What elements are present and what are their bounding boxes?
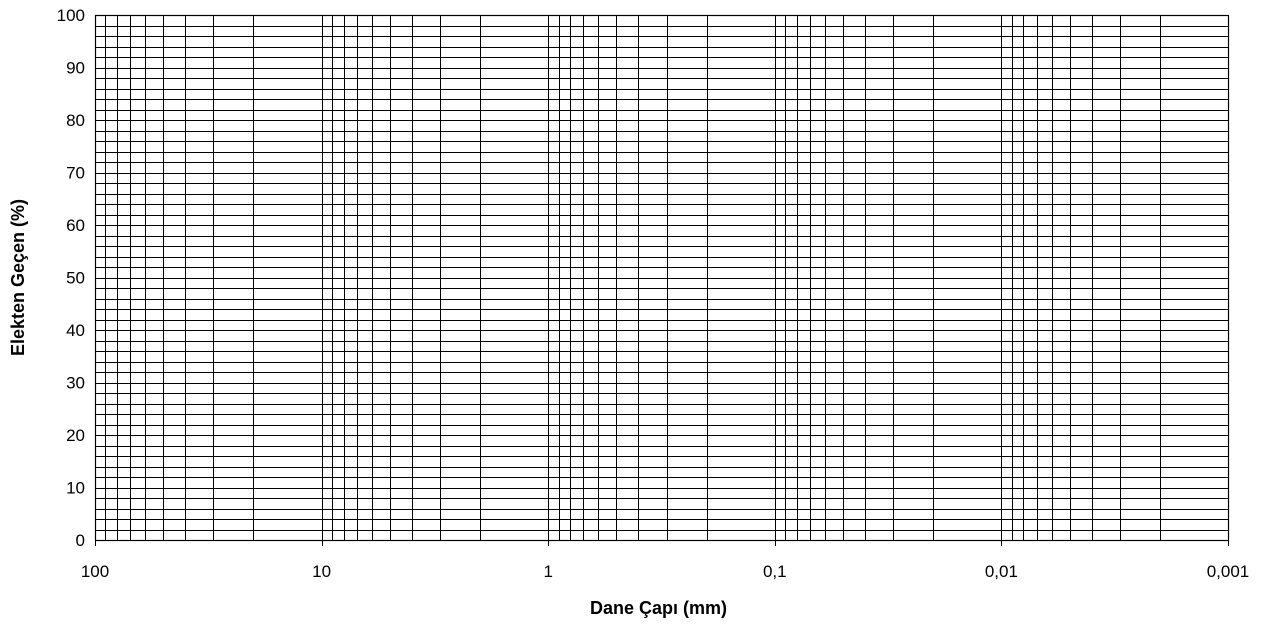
y-tick-label: 10 bbox=[66, 479, 85, 498]
y-tick-label: 90 bbox=[66, 59, 85, 78]
x-tick-label: 1 bbox=[543, 562, 552, 581]
x-axis-title: Dane Çapı (mm) bbox=[590, 598, 727, 618]
y-tick-label: 60 bbox=[66, 216, 85, 235]
y-axis-title: Elekten Geçen (%) bbox=[8, 199, 28, 356]
grid-lines bbox=[95, 15, 1229, 546]
y-tick-label: 20 bbox=[66, 426, 85, 445]
y-tick-label: 50 bbox=[66, 269, 85, 288]
y-tick-label: 70 bbox=[66, 164, 85, 183]
plot-area-border bbox=[94, 14, 1230, 542]
x-tick-label: 0,001 bbox=[1207, 562, 1250, 581]
x-tick-label: 10 bbox=[312, 562, 331, 581]
y-tick-label: 30 bbox=[66, 374, 85, 393]
x-axis-tick-labels: 100 10 1 0,1 0,01 0,001 bbox=[81, 562, 1249, 581]
y-tick-label: 100 bbox=[57, 6, 85, 25]
x-tick-label: 100 bbox=[81, 562, 109, 581]
y-tick-label: 80 bbox=[66, 111, 85, 130]
y-axis-tick-labels: 0 10 20 30 40 50 60 70 80 90 100 bbox=[57, 6, 85, 550]
y-tick-label: 40 bbox=[66, 321, 85, 340]
x-tick-label: 0,01 bbox=[985, 562, 1018, 581]
y-tick-label: 0 bbox=[76, 531, 85, 550]
x-tick-label: 0,1 bbox=[763, 562, 787, 581]
